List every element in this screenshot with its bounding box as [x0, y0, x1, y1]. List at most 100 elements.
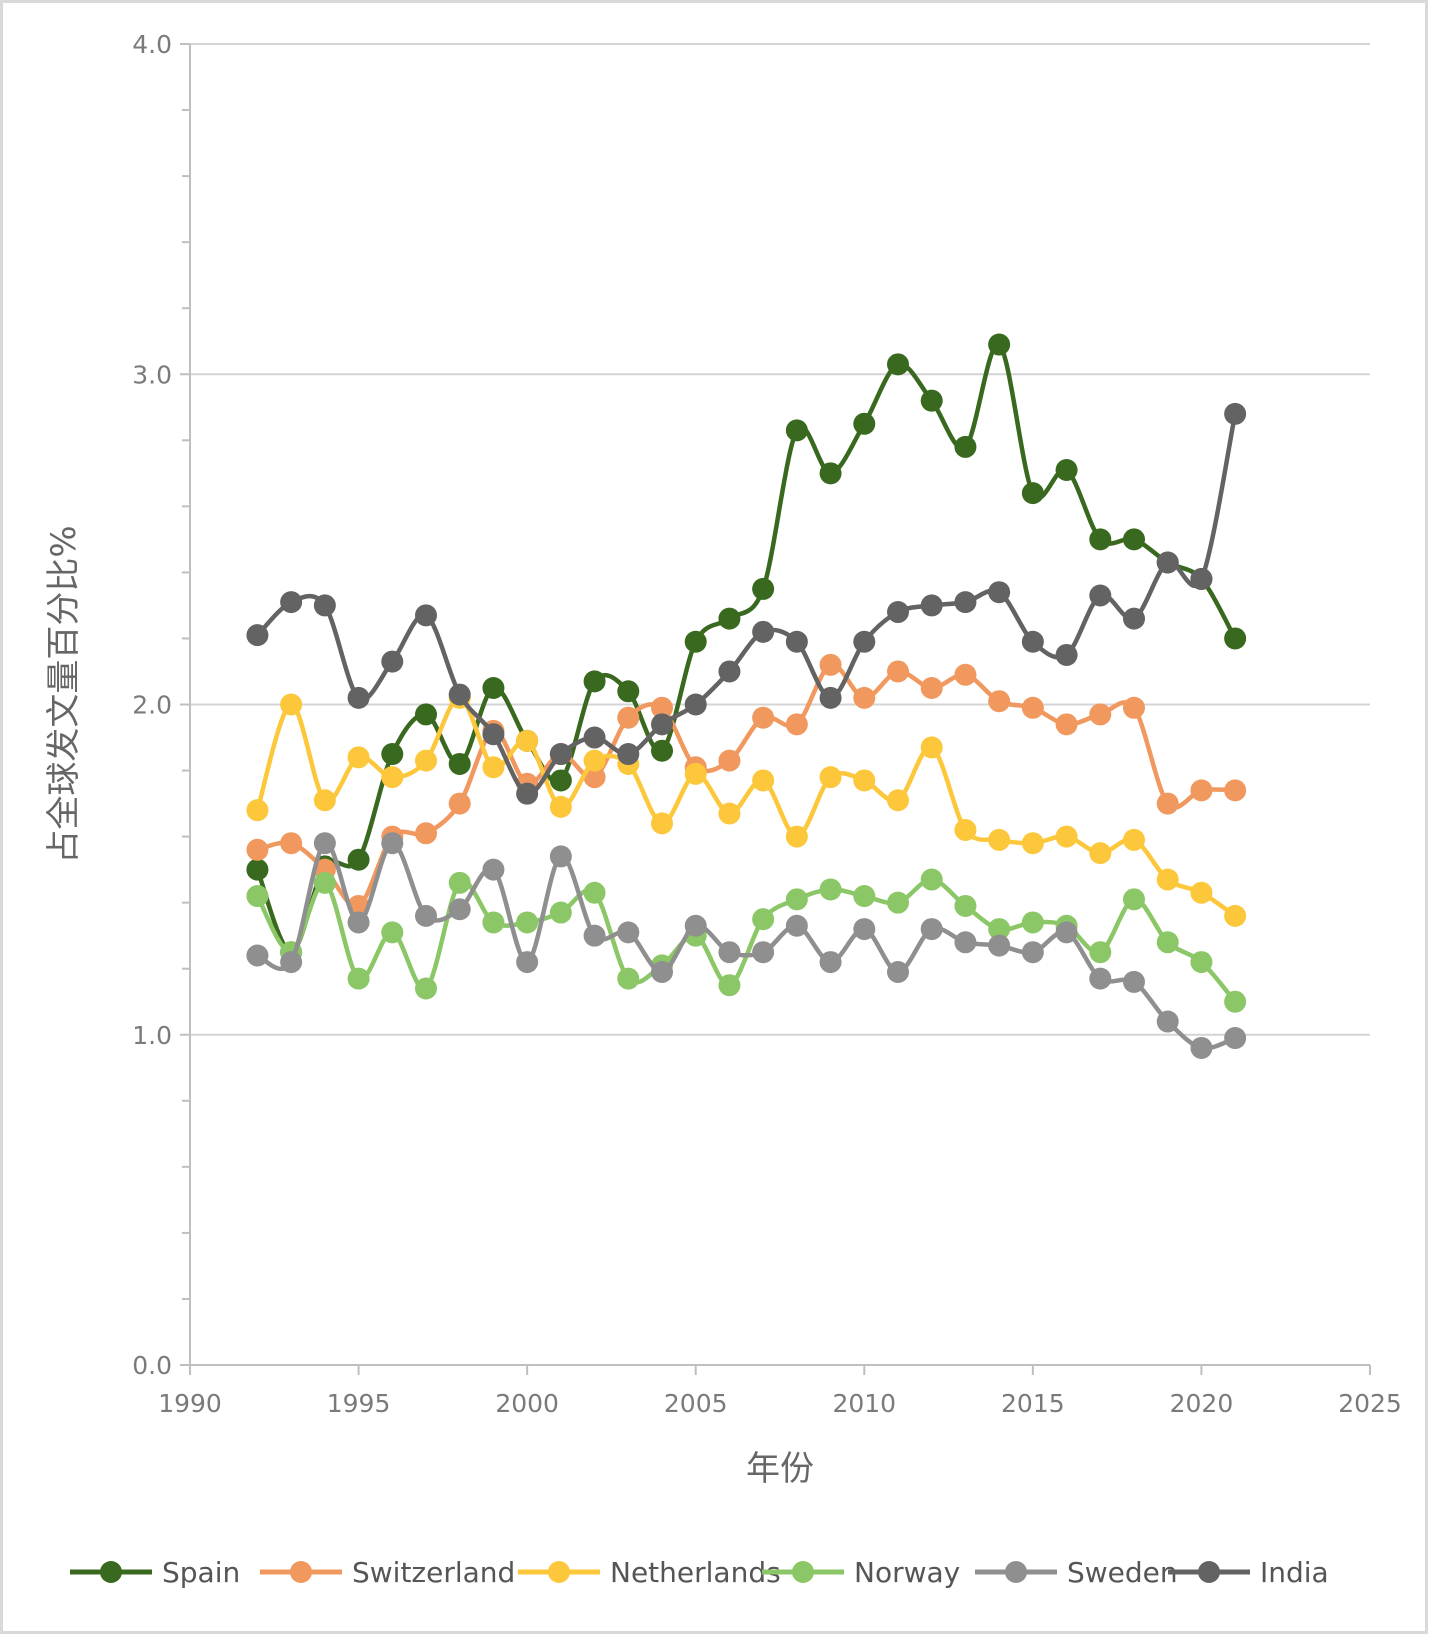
data-point-netherlands-2004 [651, 812, 673, 835]
data-point-norway-2011 [887, 891, 909, 914]
data-point-norway-2008 [785, 888, 808, 911]
data-point-norway-1999 [482, 911, 505, 934]
data-point-spain-2015 [1021, 482, 1044, 505]
data-point-sweden-1995 [347, 911, 370, 934]
data-point-sweden-1998 [448, 898, 471, 921]
x-tick-label: 2020 [1170, 1389, 1234, 1418]
legend-item-switzerland: Switzerland [260, 1556, 515, 1589]
data-point-india-2002 [583, 726, 606, 749]
data-point-switzerland-2002 [583, 766, 606, 789]
data-point-india-2019 [1156, 551, 1179, 574]
data-point-norway-2013 [954, 894, 977, 917]
data-point-sweden-2016 [1055, 921, 1078, 944]
data-point-india-2009 [819, 686, 842, 709]
data-point-spain-2021 [1224, 627, 1247, 650]
legend-swatch-marker [290, 1561, 312, 1583]
data-point-norway-2001 [549, 901, 572, 924]
data-point-netherlands-1994 [313, 789, 336, 812]
data-point-norway-1998 [448, 871, 471, 894]
legend-label: Switzerland [352, 1556, 515, 1589]
gridlines [190, 43, 1370, 1036]
data-point-norway-2018 [1123, 888, 1145, 911]
data-point-sweden-2019 [1156, 1010, 1179, 1033]
data-point-switzerland-2019 [1156, 792, 1179, 815]
data-point-sweden-2018 [1123, 970, 1145, 993]
series-sweden [246, 832, 1247, 1059]
x-tick-label: 2000 [495, 1389, 559, 1418]
data-point-switzerland-2015 [1021, 696, 1044, 719]
data-point-netherlands-2014 [988, 828, 1011, 851]
tick-labels: 0.0 1.0 2.0 3.0 4.0 1990 1995 2000 2005 2010 2015 2… [132, 30, 1402, 1418]
series-line-norway [255, 877, 1238, 1004]
data-point-switzerland-2013 [954, 663, 977, 686]
data-point-india-2003 [617, 743, 640, 766]
data-point-netherlands-2013 [954, 818, 977, 841]
data-point-switzerland-2008 [785, 713, 808, 736]
x-tick-label: 2015 [1001, 1389, 1065, 1418]
data-point-norway-2015 [1021, 911, 1044, 934]
x-tick-label: 1990 [158, 1389, 222, 1418]
data-point-switzerland-2003 [617, 706, 640, 729]
x-axis-title: 年份 [746, 1449, 814, 1489]
data-point-india-2001 [549, 743, 572, 766]
legend-item-netherlands: Netherlands [518, 1556, 781, 1589]
data-point-netherlands-2021 [1224, 904, 1247, 927]
data-point-netherlands-1992 [246, 799, 269, 822]
data-point-spain-2004 [651, 739, 673, 762]
data-point-spain-2017 [1089, 528, 1112, 551]
data-point-sweden-2006 [718, 941, 741, 964]
series-line-switzerland [255, 662, 1238, 909]
series-norway [246, 868, 1247, 1013]
series-lines [246, 333, 1247, 1059]
data-point-netherlands-1995 [347, 746, 370, 769]
data-point-norway-1992 [246, 885, 269, 908]
data-point-netherlands-2018 [1123, 828, 1145, 851]
series-netherlands [246, 686, 1247, 927]
data-point-norway-2002 [583, 881, 606, 904]
data-point-india-2006 [718, 660, 741, 683]
legend-label: Norway [854, 1556, 960, 1589]
data-point-sweden-2004 [651, 961, 673, 984]
legend: Spain Switzerland Netherlands Norway Sweden I… [70, 1556, 1329, 1589]
data-point-sweden-2000 [516, 951, 539, 974]
data-point-switzerland-2004 [651, 696, 673, 719]
data-point-switzerland-2021 [1224, 779, 1247, 802]
data-point-spain-1992 [246, 858, 269, 881]
data-point-spain-2013 [954, 435, 977, 458]
data-point-switzerland-2018 [1123, 696, 1145, 719]
data-point-sweden-2014 [988, 934, 1011, 957]
data-point-netherlands-1993 [280, 693, 303, 716]
legend-item-india: India [1168, 1556, 1329, 1589]
data-point-switzerland-2012 [920, 676, 943, 699]
data-point-netherlands-2015 [1021, 832, 1044, 855]
data-point-switzerland-2014 [988, 690, 1011, 713]
data-point-sweden-2003 [617, 921, 640, 944]
legend-item-sweden: Sweden [975, 1556, 1178, 1589]
data-point-india-1992 [246, 624, 269, 647]
data-point-india-2008 [785, 630, 808, 653]
data-point-netherlands-1997 [415, 749, 437, 772]
data-point-spain-2012 [920, 389, 943, 412]
data-point-spain-2018 [1123, 528, 1145, 551]
x-tick-label: 1995 [327, 1389, 391, 1418]
data-point-sweden-1996 [381, 832, 404, 855]
data-point-india-1997 [415, 604, 437, 627]
legend-label: India [1260, 1556, 1329, 1589]
data-point-spain-1998 [448, 752, 471, 775]
legend-swatch-marker [1005, 1561, 1027, 1583]
data-point-norway-1994 [313, 871, 336, 894]
data-point-spain-1997 [415, 703, 437, 726]
data-point-norway-2007 [752, 908, 775, 931]
data-point-netherlands-2020 [1190, 881, 1213, 904]
data-point-sweden-2001 [549, 845, 572, 868]
data-point-switzerland-2006 [718, 749, 741, 772]
legend-label: Netherlands [610, 1556, 781, 1589]
data-point-india-1995 [347, 686, 370, 709]
data-point-india-2015 [1021, 630, 1044, 653]
data-point-sweden-2011 [887, 961, 909, 984]
data-point-spain-1999 [482, 676, 505, 699]
data-point-india-2016 [1055, 643, 1078, 666]
data-point-norway-1996 [381, 921, 404, 944]
y-tick-label: 4.0 [132, 30, 172, 59]
